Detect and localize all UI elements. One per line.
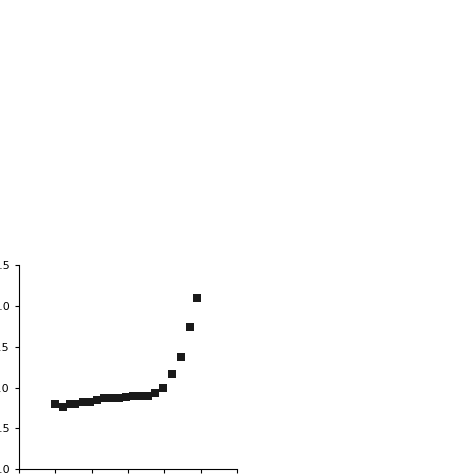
Point — [159, 384, 166, 392]
Point — [66, 400, 73, 408]
Point — [144, 392, 152, 400]
Point — [86, 398, 94, 405]
Point — [193, 294, 201, 302]
Point — [59, 403, 66, 411]
Point — [137, 392, 145, 400]
Point — [72, 400, 79, 408]
Point — [108, 394, 115, 401]
Point — [177, 353, 184, 361]
Point — [122, 393, 130, 401]
Point — [129, 392, 137, 400]
Point — [100, 394, 108, 402]
Point — [186, 323, 193, 330]
Point — [79, 399, 86, 406]
Point — [93, 396, 101, 404]
Point — [115, 394, 123, 401]
Point — [168, 370, 175, 378]
Point — [52, 400, 59, 408]
Point — [151, 390, 159, 397]
